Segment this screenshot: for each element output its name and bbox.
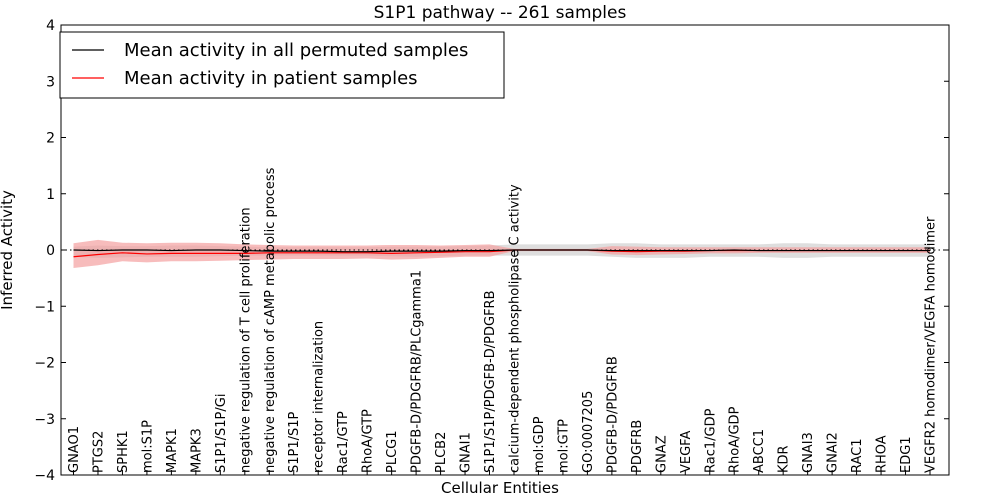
category-label: PTGS2 — [91, 431, 106, 473]
legend-box — [59, 31, 505, 99]
category-label: receptor internalization — [312, 321, 327, 473]
category-label: S1P1/S1P — [287, 411, 302, 473]
category-label: S1P1/S1P/Gi — [214, 394, 229, 473]
category-labels: GNAO1 PTGS2 SPHK1 mol:S1P MAPK1 MAPK3 S1P1/S1P… — [67, 167, 939, 475]
category-label: mol:GDP — [532, 416, 547, 473]
category-label: RAC1 — [850, 438, 865, 473]
y-tick-label: −4 — [34, 468, 55, 484]
category-label: VEGFA — [679, 431, 694, 473]
category-label: PDGFB-D/PDGFRB — [605, 356, 620, 473]
y-tick-label: −3 — [34, 412, 55, 428]
category-label: RhoA/GTP — [361, 409, 376, 473]
category-label: Rac1/GDP — [703, 408, 718, 473]
category-label: PLCG1 — [385, 430, 400, 473]
legend: Mean activity in all permuted samples Me… — [59, 31, 505, 99]
chart-title: S1P1 pathway -- 261 samples — [374, 3, 627, 23]
plot-frame — [60, 24, 950, 476]
category-label: RhoA/GDP — [728, 406, 743, 473]
y-tick-label: −2 — [34, 356, 55, 372]
category-label: EDG1 — [899, 436, 914, 473]
category-label: GNAI3 — [801, 432, 816, 473]
category-label: negative regulation of cAMP metabolic pr… — [263, 167, 278, 473]
category-label: Rac1/GTP — [336, 411, 351, 473]
category-label: MAPK3 — [189, 428, 204, 473]
legend-entry-permuted: Mean activity in all permuted samples — [124, 40, 468, 61]
y-tick-label: −1 — [34, 299, 55, 315]
y-tick-label: 2 — [46, 131, 55, 147]
category-label: PDGFB-D/PDGFRB/PLCgamma1 — [410, 270, 425, 473]
y-tick-label: 4 — [46, 18, 55, 34]
category-label: PDGFRB — [630, 420, 645, 473]
y-tick-label: 0 — [46, 243, 55, 259]
category-label: GNAZ — [654, 435, 669, 473]
category-label: GNAI2 — [826, 432, 841, 473]
category-label: ABCC1 — [752, 429, 767, 473]
category-label: negative regulation of T cell proliferat… — [238, 207, 253, 473]
lines-layer — [73, 249, 930, 258]
category-label: VEGFR2 homodimer/VEGFA homodimer — [924, 216, 939, 473]
category-label: mol:GTP — [556, 419, 571, 473]
category-label: GNAO1 — [67, 426, 82, 473]
category-label: PLCB2 — [434, 432, 449, 473]
y-tick-label: 3 — [46, 74, 55, 90]
band-patient — [73, 239, 930, 268]
category-label: GO:0007205 — [581, 391, 596, 473]
category-label: RHOA — [875, 435, 890, 473]
category-label: KDR — [777, 445, 792, 473]
category-label: MAPK1 — [165, 428, 180, 473]
legend-entry-patient: Mean activity in patient samples — [124, 68, 418, 89]
category-label: mol:S1P — [140, 420, 155, 473]
category-label: SPHK1 — [116, 430, 131, 473]
y-tick-label: 1 — [46, 187, 55, 203]
category-label: S1P1/S1P/PDGFB-D/PDGFRB — [483, 290, 498, 473]
y-axis-label: Inferred Activity — [0, 190, 16, 310]
y-axis-ticks: 4 3 2 1 0 −1 −2 −3 −4 — [34, 18, 949, 484]
x-axis-label: Cellular Entities — [441, 479, 559, 497]
category-label: GNAI1 — [459, 432, 474, 473]
category-label: calcium-dependent phospholipase C activi… — [507, 184, 522, 473]
series-line-permuted — [73, 249, 930, 253]
